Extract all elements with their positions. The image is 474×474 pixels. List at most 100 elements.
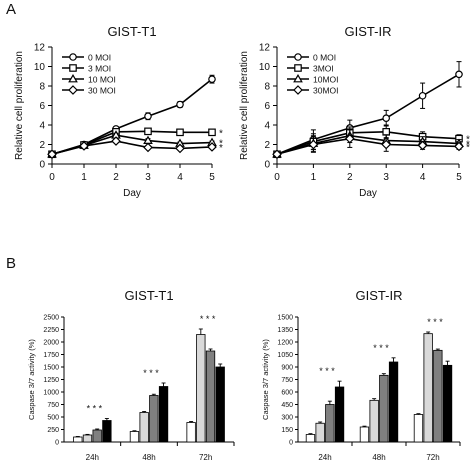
legend-marker [294, 53, 302, 61]
x-tick-label: 48h [372, 453, 385, 462]
legend-marker [68, 85, 78, 95]
legend-item: 10MOI [287, 73, 339, 85]
legend-item: 0 MOI [62, 53, 111, 63]
x-tick-label: 0 [274, 172, 280, 183]
legend-marker [294, 64, 302, 72]
x-tick-label: 3 [383, 172, 389, 183]
bar [196, 334, 206, 443]
series-1 [273, 61, 463, 159]
y-tick-label: 250 [47, 427, 59, 434]
legend-marker [293, 85, 303, 95]
caspase-chart-gist-t1: GIST-T1 0 250 500 750 1000 1250 1500 1750 2000 225… [27, 288, 235, 462]
bar [186, 422, 196, 443]
y-tick-label: 0 [39, 160, 45, 171]
x-tick-label: 4 [177, 172, 183, 183]
y-tick-label: 1200 [277, 340, 293, 347]
x-tick-label: 24h [318, 453, 331, 462]
y-tick-label: 4 [264, 121, 270, 132]
significance-stars: * * * [319, 366, 335, 376]
legend-item: 30 MOI [62, 85, 116, 96]
data-point [208, 75, 216, 83]
legend-label: 10 MOI [88, 75, 116, 85]
significance-stars: * * * [373, 343, 389, 353]
x-tick-label: 5 [209, 172, 215, 183]
bar [158, 386, 169, 443]
panel-label-b: B [6, 255, 16, 272]
x-tick-label: 3 [145, 172, 151, 183]
significance-star: * [219, 143, 223, 154]
y-tick-label: 1750 [43, 352, 59, 359]
y-tick-label: 500 [47, 415, 59, 422]
bar [379, 374, 389, 443]
y-tick-label: 4 [39, 121, 45, 132]
y-tick-label: 1500 [277, 315, 293, 322]
bar [92, 429, 102, 443]
y-tick-label: 2250 [43, 327, 59, 334]
legend-marker [69, 53, 77, 61]
legend-item: 10 MOI [62, 73, 116, 85]
x-tick-label: 24h [86, 453, 99, 462]
significance-stars: * * * [200, 314, 216, 324]
series-3 [272, 128, 464, 158]
y-tick-label: 0 [289, 440, 293, 447]
y-axis-label: Caspase 3/7 activity (%) [261, 339, 270, 420]
data-point [207, 142, 217, 152]
y-tick-label: 10 [259, 62, 271, 73]
legend-label: 0 MOI [313, 53, 336, 63]
y-tick-label: 6 [39, 101, 45, 112]
series-line [276, 137, 460, 156]
y-tick-label: 750 [281, 377, 293, 384]
y-tick-label: 12 [259, 43, 271, 54]
legend-item: 30MOI [287, 85, 339, 96]
data-point [272, 149, 282, 160]
x-tick-label: 5 [456, 172, 462, 183]
legend-item: 3 MOI [62, 64, 111, 74]
significance-star: * [466, 142, 470, 153]
bar [102, 420, 112, 443]
bar [149, 395, 159, 443]
series-line [51, 140, 213, 156]
significance-star: * [219, 128, 223, 139]
bar [433, 349, 443, 443]
x-axis-label: Day [359, 188, 377, 199]
legend-item: 3MOI [287, 64, 334, 74]
bar [359, 426, 370, 443]
data-point [344, 133, 355, 144]
significance-star: * [219, 139, 223, 150]
caspase-chart-gist-ir: GIST-IR 0 150 300 450 600 750 900 1050 1200 1350 15… [261, 288, 461, 462]
y-axis-label: Caspase 3/7 activity (%) [27, 339, 36, 420]
significance-stars: * * * [427, 317, 443, 327]
bar [325, 404, 335, 443]
y-tick-label: 1350 [277, 327, 293, 334]
y-tick-label: 8 [264, 82, 270, 93]
legend-label: 3 MOI [88, 64, 111, 74]
legend-label: 30 MOI [88, 86, 116, 96]
y-tick-label: 6 [264, 101, 270, 112]
bar [205, 350, 216, 443]
bar [334, 386, 345, 443]
legend-marker [293, 73, 303, 83]
series-4 [272, 129, 464, 160]
y-tick-label: 2500 [43, 315, 59, 322]
data-point [176, 128, 184, 137]
data-point [79, 141, 89, 151]
data-point [417, 140, 428, 151]
chart-title: GIST-IR [345, 24, 392, 39]
legend-marker [68, 73, 78, 83]
x-tick-label: 1 [81, 172, 87, 183]
x-tick-label: 48h [142, 453, 155, 462]
y-tick-label: 900 [281, 365, 293, 372]
legend-label: 10MOI [313, 75, 339, 85]
bar [129, 431, 140, 443]
data-point [382, 128, 391, 136]
legend-label: 0 MOI [88, 53, 111, 63]
y-tick-label: 8 [39, 82, 45, 93]
data-point [144, 127, 152, 136]
legend-label: 3MOI [313, 64, 334, 74]
chart-title: GIST-IR [356, 288, 403, 303]
bar [442, 364, 453, 443]
significance-star: * [466, 135, 470, 146]
y-tick-label: 0 [55, 440, 59, 447]
